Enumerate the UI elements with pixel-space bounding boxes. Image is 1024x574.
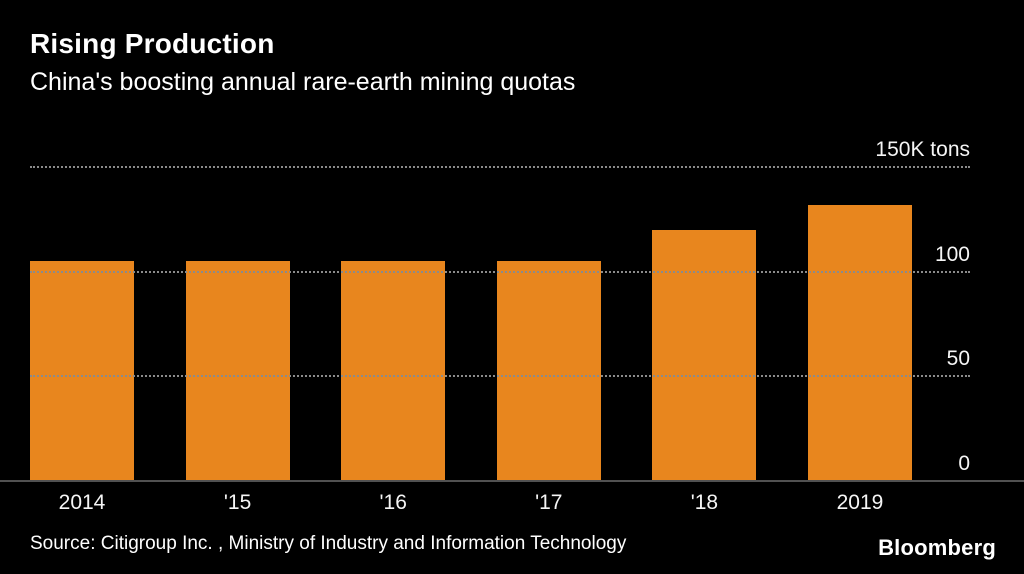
y-tick-label-100: 100 [934,242,970,266]
gridline-50 [30,375,970,378]
gridline-100 [30,270,970,273]
bar-17 [496,261,601,481]
bar-2019 [807,204,912,481]
bar-2014 [30,261,134,481]
bar-chart-plot-area: 0 50 100 150K tons [30,138,970,481]
x-axis-label-15: '15 [223,491,252,514]
x-axis-label-2019: 2019 [836,491,884,514]
chart-subtitle: China's boosting annual rare-earth minin… [30,68,576,96]
y-tick-label-150: 150K tons [875,138,970,161]
bloomberg-logo: Bloomberg [878,535,996,560]
bar-15 [185,261,290,481]
x-axis-labels: 2014 '15 '16 '17 '18 2019 [30,491,912,515]
x-axis-label-18: '18 [690,491,719,514]
x-axis-label-17: '17 [535,491,563,514]
chart-title: Rising Production [30,28,275,59]
bar-group [30,167,912,481]
x-axis-baseline [0,480,1024,482]
source-text: Source: Citigroup Inc. , Ministry of Ind… [30,533,627,554]
bar-16 [341,261,446,481]
y-tick-label-50: 50 [946,347,970,371]
bar-18 [652,229,757,481]
gridline-150 [30,166,970,168]
x-axis-label-16: '16 [379,491,407,514]
x-axis-label-2014: 2014 [58,491,106,514]
y-tick-label-0: 0 [958,452,970,475]
